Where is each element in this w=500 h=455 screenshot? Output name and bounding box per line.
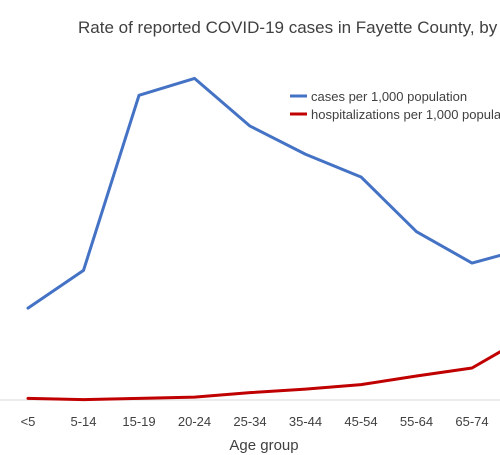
x-axis-title: Age group [229,437,298,454]
x-tick-label: 25-34 [233,414,266,429]
x-tick-label: 15-19 [122,414,155,429]
chart-title: Rate of reported COVID-19 cases in Fayet… [78,18,500,37]
series-line-hospitalizations [26,350,500,402]
legend: cases per 1,000 population hospitalizati… [290,89,500,122]
x-tick-label: 35-44 [289,414,322,429]
x-tick-label: 65-74 [455,414,488,429]
legend-label-hospitalizations: hospitalizations per 1,000 population [311,107,500,122]
x-tick-label: <5 [21,414,36,429]
series-line-cases [26,76,500,310]
x-tick-label: 20-24 [178,414,211,429]
x-tick-labels: <5 5-14 15-19 20-24 25-34 35-44 45-54 55-64 65-7… [21,414,489,429]
legend-label-cases: cases per 1,000 population [311,89,467,104]
x-tick-label: 5-14 [70,414,96,429]
x-tick-label: 55-64 [400,414,433,429]
x-tick-label: 45-54 [344,414,377,429]
series-layer [26,76,500,402]
